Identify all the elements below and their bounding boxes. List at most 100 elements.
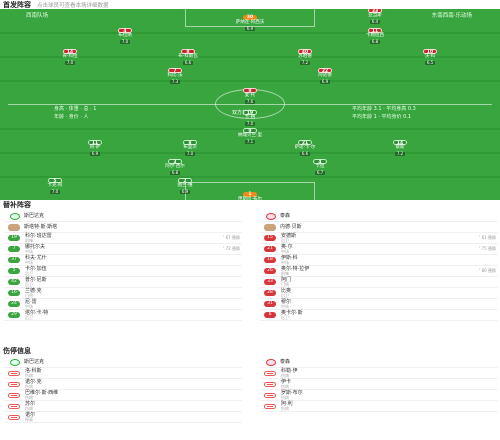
player-name: 亚当斯 (368, 13, 382, 18)
home-player[interactable]: 14 蔡斯 7.2 (380, 140, 420, 157)
sub-name: 兰德·克 (25, 287, 42, 294)
player-number-badge: 4 (313, 159, 327, 165)
sub-name: 奥卡尔·斯 (281, 309, 303, 316)
injury-reason: 伤病 (281, 383, 289, 389)
home-player[interactable]: 9 纳瑞贝兰·里 7.1 (230, 128, 270, 145)
player-rating: 7.2 (394, 151, 406, 156)
away-player[interactable]: 22 阿诺德 6.9 (305, 68, 345, 85)
injury-name: 诺尔·克 (25, 378, 42, 385)
injury-icon (264, 381, 276, 387)
sub-position: 前锋 (25, 237, 33, 243)
injury-name: 阿·利 (281, 400, 293, 407)
player-rating: 7.2 (299, 60, 311, 65)
sub-name: 塔尔·卡·特 (25, 309, 49, 316)
injury-name: 诺尔 (25, 411, 36, 418)
sub-number-badge: 15 (264, 235, 276, 241)
sub-name: 娜托尔夫 (25, 243, 46, 250)
injury-row[interactable]: 巴维尔·斯·西维 伤病 (4, 390, 242, 401)
injury-row[interactable]: 阿·利 伤病 (260, 401, 498, 412)
injury-row[interactable]: 伊卡 伤病 (260, 379, 498, 390)
sub-row[interactable]: 15 安德斯 后卫 ' 61 替换 (260, 233, 498, 244)
subs-right-coach: 内德·贝斯 (280, 223, 302, 230)
injury-row[interactable]: 诺尔 停赛 (4, 412, 242, 423)
player-number-badge: 22 (318, 68, 332, 74)
sub-name: 卡尔·加伍 (25, 265, 47, 272)
home-player[interactable]: 8 布里茨 7.0 (170, 140, 210, 157)
pitch-stat-left-1: 身高 · 体重 · 总 · 1 (54, 106, 97, 112)
sub-row[interactable]: 19 科尔·班达雷 前锋 ' 67 替换 (4, 233, 242, 244)
sub-row[interactable]: 21 奥·尔 中场 ' 75 替换 (260, 244, 498, 255)
sub-row[interactable]: 16 兰德·克 门将 (4, 288, 242, 299)
injuries-left: 斯巴达克 洛·科斯 伤病 诺尔·克 伤病 巴维尔·斯·西维 伤病 苏尔 伤病 诺尔 停赛 (4, 357, 242, 423)
sub-number-badge: 24 (8, 301, 20, 307)
injury-row[interactable]: 洛·科斯 伤病 (4, 368, 242, 379)
player-name: 卡·格 (244, 115, 256, 120)
away-player[interactable]: 33 亚当斯 6.4 (355, 9, 395, 25)
sub-row[interactable]: 28 比奥 后卫 (260, 288, 498, 299)
injury-icon (8, 370, 20, 376)
sub-row[interactable]: 31 穆尔 中场 (260, 299, 498, 310)
player-number-badge: 8 (181, 49, 195, 55)
sub-row[interactable]: 33 阿门 门将 (260, 277, 498, 288)
home-player[interactable]: 2 图兰·维 6.9 (165, 178, 205, 195)
sub-row[interactable]: 42 普尔·尼斯 后卫 (4, 277, 242, 288)
away-player[interactable]: 30 萨纳连·阿西沃 6.9 (230, 15, 270, 32)
player-rating: 7.0 (244, 121, 256, 126)
player-number-badge: 40 (298, 49, 312, 55)
player-number-badge: 1 (243, 192, 257, 197)
home-player[interactable]: 5 卡克·阿 7.0 (35, 178, 75, 195)
sub-event: ' 72 替换 (223, 246, 240, 251)
away-player[interactable]: 10 沃·科 6.5 (410, 49, 450, 66)
player-number-badge: 4 (118, 28, 132, 34)
injury-row[interactable]: 诺尔·克 伤病 (4, 379, 242, 390)
sub-row[interactable]: 5 卡尔·加伍 后卫 (4, 266, 242, 277)
player-name: 伊斯坦·布尔 (238, 197, 262, 200)
sub-row[interactable]: 6 奥卡尔·斯 后卫 (260, 310, 498, 321)
away-player[interactable]: 7 科比·法 7.3 (155, 68, 195, 85)
sub-number-badge: 18 (264, 257, 276, 263)
sub-name: 普尔·尼斯 (25, 276, 47, 283)
sub-position: 中场 (281, 248, 289, 254)
sub-row[interactable]: 29 塔尔·卡·特 后卫 (4, 310, 242, 321)
sub-position: 中场 (281, 303, 289, 309)
player-name: 蔡斯 (395, 145, 405, 150)
home-player[interactable]: 4 卡拉 6.7 (300, 159, 340, 176)
injuries-right: 泰森 科勒·伊 伤病 伊卡 伤病 罗斯·布尔 伤病 阿·利 伤病 (260, 357, 498, 412)
sub-row[interactable]: 7 娜托尔夫 中场 ' 72 替换 (4, 244, 242, 255)
away-player[interactable]: 11 卡勒拉西 6.8 (355, 28, 395, 45)
home-player[interactable]: 21 萨诺·卡·尔 6.6 (285, 140, 325, 157)
injury-reason: 伤病 (281, 405, 289, 411)
injury-icon (8, 403, 20, 409)
away-player[interactable]: 8 布·科斯瓦 6.6 (168, 49, 208, 66)
away-player[interactable]: 14 肯·科拉 7.0 (50, 49, 90, 66)
injury-icon (8, 381, 20, 387)
sub-row[interactable]: 18 伊斯·科 中场 (260, 255, 498, 266)
player-name: 布·科斯瓦 (178, 54, 198, 59)
sub-name: 科夫·尤什 (25, 254, 47, 261)
injury-row[interactable]: 罗斯·布尔 伤病 (260, 390, 498, 401)
sub-name: 奥·尔 (281, 243, 293, 250)
sub-position: 中场 (25, 259, 33, 265)
home-player[interactable]: 11 阿·萨 6.9 (75, 140, 115, 157)
player-number-badge: 21 (298, 140, 312, 146)
player-rating: 6.6 (299, 151, 311, 156)
injury-reason: 伤病 (25, 383, 33, 389)
sub-row[interactable]: 26 奥尔·特·拉伊 前锋 ' 80 替换 (260, 266, 498, 277)
away-player[interactable]: 9 麦·托 7.6 (230, 88, 270, 105)
sub-row[interactable]: 37 科夫·尤什 中场 (4, 255, 242, 266)
player-name: 阿诺德 (318, 73, 332, 78)
sub-row[interactable]: 24 尼·雷 中场 (4, 299, 242, 310)
away-player[interactable]: 4 布拉纳 7.0 (105, 28, 145, 45)
away-player[interactable]: 40 苏哈德 7.2 (285, 49, 325, 66)
home-player[interactable]: 3 阿尔·西尔 6.8 (155, 159, 195, 176)
home-player[interactable]: 19 卡·格 7.0 (230, 110, 270, 127)
injury-row[interactable]: 科勒·伊 伤病 (260, 368, 498, 379)
injury-icon (264, 370, 276, 376)
subs-left-coach: 斯塔特·斯·斯塔 (24, 223, 58, 230)
player-name: 萨纳连·阿西沃 (235, 20, 265, 25)
right-team-crest-icon (266, 212, 276, 220)
sub-number-badge: 42 (8, 279, 20, 285)
player-rating: 6.7 (314, 170, 326, 175)
injury-row[interactable]: 苏尔 伤病 (4, 401, 242, 412)
